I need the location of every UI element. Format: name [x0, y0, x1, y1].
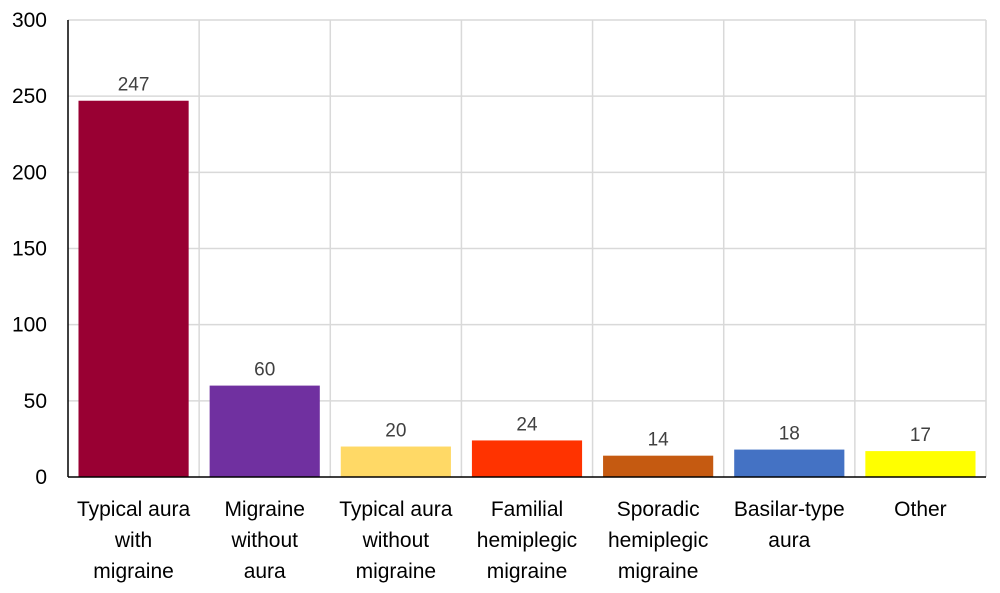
y-tick-label: 0	[35, 466, 47, 489]
y-tick-label: 100	[12, 314, 47, 337]
y-tick-label: 300	[12, 9, 47, 32]
x-tick-label: Other	[894, 498, 947, 521]
x-tick-label: Migraine without aura	[224, 498, 305, 583]
axes	[67, 20, 986, 478]
data-label: 20	[385, 421, 406, 442]
bar	[603, 455, 714, 477]
y-tick-label: 200	[12, 161, 47, 184]
y-tick-label: 50	[24, 390, 47, 413]
labels: 0 50 100 150 200 250 300 247 Typical aura with mig…	[12, 9, 947, 583]
bar	[340, 446, 451, 477]
data-label: 24	[516, 414, 538, 435]
x-tick-label: Familial hemiplegic migraine	[477, 498, 577, 583]
data-label: 18	[779, 424, 800, 445]
bar	[865, 451, 976, 477]
data-label: 60	[254, 360, 275, 381]
data-label: 17	[910, 425, 931, 446]
bar	[734, 449, 845, 477]
y-tick-label: 250	[12, 85, 47, 108]
data-label: 14	[648, 430, 670, 451]
x-tick-label: Basilar-type aura	[734, 498, 845, 552]
x-tick-label: Typical aura without migraine	[339, 498, 453, 583]
bars	[78, 100, 976, 477]
x-tick-label: Typical aura with migraine	[77, 498, 191, 583]
bar	[78, 100, 189, 477]
y-tick-label: 150	[12, 238, 47, 261]
x-tick-label: Sporadic hemiplegic migraine	[608, 498, 708, 583]
data-label: 247	[118, 75, 150, 96]
bar	[209, 385, 320, 477]
bar	[471, 440, 583, 477]
gridlines	[68, 19, 987, 477]
